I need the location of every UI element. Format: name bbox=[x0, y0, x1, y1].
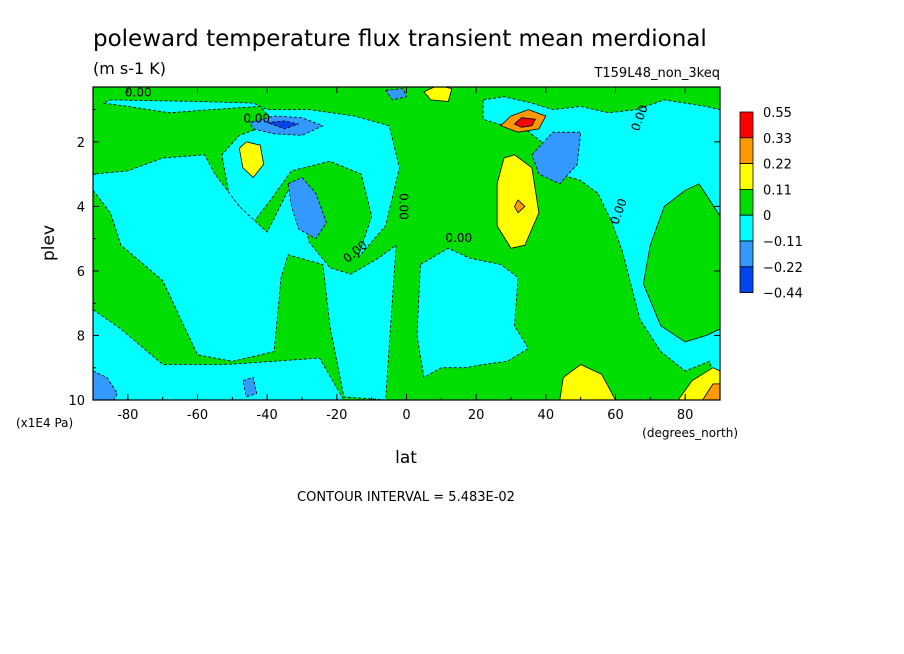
y-tick-label: 8 bbox=[77, 329, 85, 344]
y-tick-label: 4 bbox=[77, 200, 85, 215]
contour-region-19 bbox=[702, 383, 720, 400]
y-axis-label: plev bbox=[39, 225, 59, 261]
x-tick-label: -80 bbox=[117, 408, 138, 423]
contour-region-17 bbox=[559, 364, 616, 400]
colorbar-swatch bbox=[739, 111, 754, 139]
contour-interval-label: CONTOUR INTERVAL = 5.483E-02 bbox=[297, 490, 515, 505]
x-tick-label: 40 bbox=[538, 408, 555, 423]
colorbar-label: −0.44 bbox=[763, 287, 803, 302]
contour-region-5 bbox=[643, 183, 720, 343]
colorbar-label: 0.55 bbox=[763, 106, 792, 121]
colorbar-label: −0.11 bbox=[763, 235, 803, 250]
units-label: (m s-1 K) bbox=[93, 59, 166, 78]
zero-contour-label-4: 0.00 bbox=[445, 231, 472, 245]
y-axis-units: (x1E4 Pa) bbox=[16, 416, 73, 430]
y-tick-label: 10 bbox=[68, 394, 85, 409]
x-tick-label: -20 bbox=[326, 408, 347, 423]
contour-region-7 bbox=[266, 120, 299, 130]
contour-region-10 bbox=[385, 88, 407, 101]
x-tick-label: -40 bbox=[257, 408, 278, 423]
contour-region-21 bbox=[514, 117, 536, 128]
chart-title: poleward temperature flux transient mean… bbox=[93, 26, 707, 52]
contour-region-3 bbox=[416, 247, 529, 378]
colorbar-swatch bbox=[739, 240, 754, 268]
zero-contour-label-5: 0.00 bbox=[498, 76, 525, 90]
contour-region-13 bbox=[238, 141, 265, 178]
x-tick-label: -60 bbox=[187, 408, 208, 423]
x-tick-label: 60 bbox=[607, 408, 624, 423]
y-tick-label: 6 bbox=[77, 265, 85, 280]
contour-region-9 bbox=[531, 131, 582, 185]
colorbar-swatch bbox=[739, 163, 754, 190]
colorbar-label: 0.33 bbox=[763, 132, 792, 147]
zero-contour-label-1: 0.00 bbox=[243, 111, 270, 125]
contour-region-11 bbox=[93, 370, 118, 400]
colorbar-swatch bbox=[739, 214, 754, 242]
colorbar-label: 0.22 bbox=[763, 158, 792, 173]
x-tick-label: 20 bbox=[468, 408, 485, 423]
colorbar-label: −0.22 bbox=[763, 261, 803, 276]
contour-region-2 bbox=[93, 309, 345, 400]
x-axis-units: (degrees_north) bbox=[642, 426, 738, 440]
contour-region-14 bbox=[423, 87, 453, 102]
zero-contour-label-0: 0.00 bbox=[125, 86, 152, 100]
colorbar-swatch bbox=[739, 137, 754, 165]
contour-region-1 bbox=[93, 154, 397, 400]
colorbar-swatch bbox=[739, 188, 754, 216]
contour-region-8 bbox=[287, 176, 327, 240]
contour-region-16 bbox=[514, 199, 526, 214]
x-tick-label: 0 bbox=[402, 408, 410, 423]
colorbar-swatch bbox=[739, 266, 754, 293]
run-label: T159L48_non_3keq bbox=[593, 66, 720, 81]
x-tick-label: 80 bbox=[677, 408, 694, 423]
colorbar-label: 0.11 bbox=[763, 183, 792, 198]
x-axis-label: lat bbox=[395, 448, 417, 468]
contour-region-0 bbox=[103, 99, 400, 259]
y-tick-label: 2 bbox=[77, 136, 85, 151]
colorbar-label: 0 bbox=[763, 209, 771, 224]
contour-region-12 bbox=[242, 376, 258, 398]
zero-contour-label-3: 0.00 bbox=[397, 193, 411, 220]
